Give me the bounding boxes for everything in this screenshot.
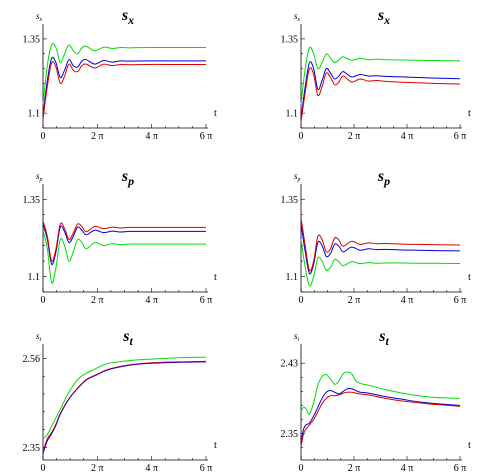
y-tick-label: 1.1: [286, 272, 299, 283]
series-line-0: [300, 46, 461, 105]
series-line-2: [42, 220, 206, 262]
series-line-1: [300, 223, 461, 275]
x-tick-label: 4 π: [145, 295, 158, 306]
x-tick-label: 0: [41, 295, 46, 306]
chart-panel-4: st st t 0 2 π 4 π 6 π 2.35 2.56: [23, 328, 218, 472]
y-tick-label: 2.35: [281, 429, 299, 440]
y-axis-label: sp: [294, 171, 301, 183]
y-axis-label: sx: [36, 11, 43, 23]
x-axis-label: t: [468, 108, 471, 119]
y-tick-label: 1.1: [28, 272, 41, 283]
x-tick-label: 0: [299, 131, 304, 142]
x-tick-label: 6 π: [200, 131, 213, 142]
y-tick-label: 1.1: [286, 109, 299, 120]
x-tick-label: 4 π: [401, 131, 414, 142]
series-line-0: [42, 43, 206, 105]
x-tick-label: 0: [299, 463, 304, 472]
x-tick-label: 0: [41, 131, 46, 142]
x-tick-label: 6 π: [454, 131, 467, 142]
x-tick-label: 2 π: [348, 131, 361, 142]
x-axis-label: t: [214, 440, 217, 451]
x-tick-label: 4 π: [145, 463, 158, 472]
x-tick-label: 0: [41, 463, 46, 472]
y-axis-label: sp: [36, 171, 43, 183]
x-tick-label: 4 π: [401, 463, 414, 472]
x-tick-label: 2 π: [348, 295, 361, 306]
panel-title: sp: [121, 168, 134, 188]
panel-title: st: [378, 328, 389, 348]
series-line-1: [42, 360, 207, 452]
x-tick-label: 2 π: [91, 463, 104, 472]
x-axis-label: t: [468, 272, 471, 283]
series-line-0: [42, 356, 207, 440]
x-tick-label: 0: [299, 295, 304, 306]
chart-panel-0: sx sx t 0 2 π 4 π 6 π 1.1 1.35: [23, 7, 218, 142]
series-line-2: [300, 67, 461, 123]
chart-panel-2: sp sp t 0 2 π 4 π 6 π 1.1 1.35: [23, 168, 218, 306]
x-tick-label: 2 π: [348, 463, 361, 472]
y-tick-label: 1.1: [28, 109, 41, 120]
panel-title: sx: [377, 7, 390, 27]
series-line-1: [300, 387, 461, 443]
y-axis-label: st: [36, 331, 42, 343]
x-axis-label: t: [214, 108, 217, 119]
series-line-0: [300, 239, 461, 287]
x-tick-label: 4 π: [145, 131, 158, 142]
x-tick-label: 4 π: [401, 295, 414, 306]
y-tick-label: 2.56: [23, 354, 41, 365]
chart-panel-3: sp sp t 0 2 π 4 π 6 π 1.1 1.35: [281, 168, 472, 306]
x-tick-label: 6 π: [454, 463, 467, 472]
x-tick-label: 2 π: [91, 295, 104, 306]
x-tick-label: 6 π: [200, 295, 213, 306]
series-line-1: [42, 223, 207, 265]
x-axis-label: t: [214, 272, 217, 283]
series-line-0: [300, 371, 461, 415]
x-axis-label: t: [468, 440, 471, 451]
x-tick-label: 6 π: [200, 463, 213, 472]
panel-title: sp: [377, 168, 390, 188]
series-line-2: [300, 391, 461, 447]
y-tick-label: 1.35: [23, 34, 41, 45]
y-tick-label: 1.35: [23, 195, 41, 206]
y-tick-label: 2.35: [23, 443, 41, 454]
x-tick-label: 2 π: [91, 131, 104, 142]
series-line-2: [300, 217, 461, 272]
y-tick-label: 2.43: [281, 359, 299, 370]
series-line-1: [42, 56, 206, 117]
panel-title: sx: [121, 7, 134, 27]
series-line-0: [42, 230, 206, 284]
y-tick-label: 1.35: [281, 195, 299, 206]
y-tick-label: 1.35: [281, 34, 299, 45]
y-axis-label: sx: [294, 11, 301, 23]
series-line-1: [300, 61, 461, 120]
panel-title: st: [122, 328, 133, 348]
chart-panel-5: st st t 0 2 π 4 π 6 π 2.35 2.43: [281, 328, 472, 472]
y-axis-label: st: [294, 331, 300, 343]
series-line-2: [42, 61, 206, 120]
series-line-2: [42, 361, 207, 454]
x-tick-label: 6 π: [454, 295, 467, 306]
chart-panel-1: sx sx t 0 2 π 4 π 6 π 1.1 1.35: [281, 7, 472, 142]
